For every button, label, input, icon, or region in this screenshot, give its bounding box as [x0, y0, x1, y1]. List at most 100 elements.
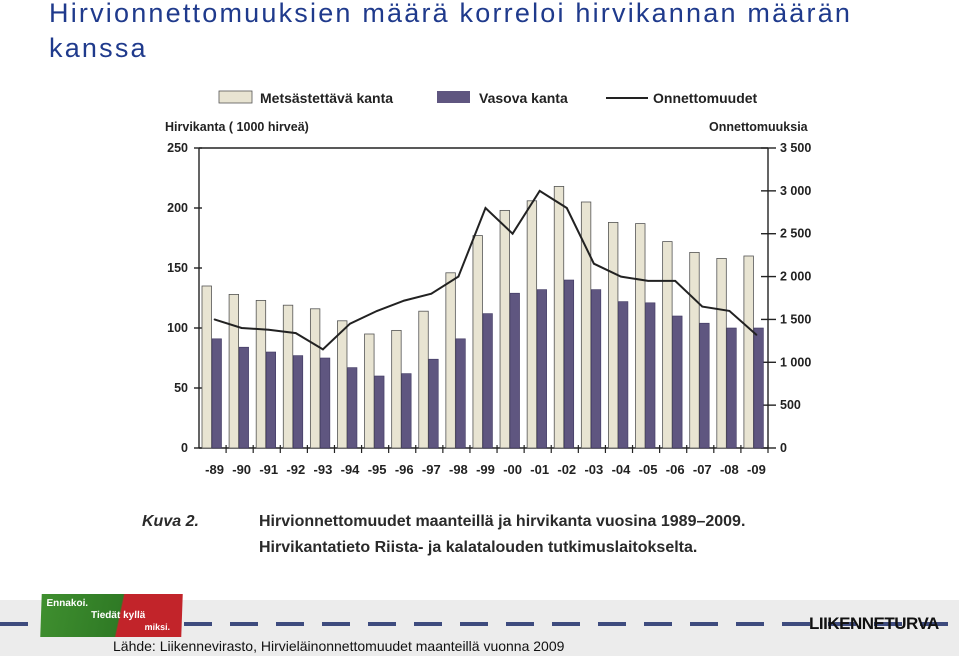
bar-calf [238, 346, 249, 449]
accidents-point [674, 279, 677, 282]
right-tick-label: 500 [780, 398, 801, 412]
x-tick-label: -02 [557, 462, 576, 477]
bar-calf [563, 279, 575, 449]
bar-huntable [364, 333, 375, 449]
bar-calf [455, 338, 466, 449]
legend-label-calf: Vasova kanta [479, 90, 568, 106]
accidents-point [457, 275, 460, 278]
bar-huntable [553, 185, 565, 449]
bar-huntable [445, 272, 456, 449]
bar-calf [428, 358, 439, 449]
right-tick-label: 2 500 [780, 227, 811, 241]
accidents-point [403, 299, 406, 302]
accidents-point [755, 333, 758, 336]
bar-huntable [608, 221, 619, 449]
accidents-point [511, 232, 514, 235]
bar-huntable [716, 257, 727, 449]
x-tick-label: -93 [314, 462, 333, 477]
accidents-point [538, 189, 541, 192]
accidents-point [240, 327, 243, 329]
legend-label-accidents: Onnettomuudet [653, 90, 758, 106]
left-tick-label: 200 [167, 201, 188, 215]
right-tick-label: 0 [780, 441, 787, 455]
hunting-accidents-chart: 0 50 100 150 200 250 0 500 1 000 1 500 2 000 2 500 3… [165, 90, 811, 477]
x-tick-label: -03 [584, 462, 603, 477]
bar-huntable [472, 235, 483, 449]
bar-huntable [689, 251, 700, 449]
right-tick-label: 1 000 [780, 355, 811, 369]
right-tick-label: 1 500 [780, 312, 811, 326]
bar-calf [591, 289, 602, 449]
bar-huntable [337, 320, 348, 449]
x-tick-label: -90 [232, 462, 251, 477]
bar-calf [374, 375, 385, 449]
x-tick-label: -05 [639, 462, 658, 477]
x-tick-label: -08 [720, 462, 739, 477]
bar-huntable [743, 255, 754, 449]
x-tick-label: -04 [612, 462, 632, 477]
accidents-point [349, 322, 351, 325]
left-tick-label: 50 [174, 381, 188, 395]
left-tick-label: 150 [167, 261, 188, 275]
right-tick-label: 3 000 [780, 184, 811, 198]
bar-calf [265, 351, 276, 449]
bar-huntable [201, 285, 212, 449]
x-tick-label: -89 [205, 462, 224, 477]
right-axis-title: Onnettomuuksia [709, 120, 809, 134]
bar-calf [536, 289, 547, 449]
x-tick-label: -91 [259, 462, 278, 477]
x-tick-label: -96 [395, 462, 414, 477]
x-tick-label: -09 [747, 462, 766, 477]
logo-line-2: Tiedät kyllä [90, 610, 146, 621]
x-tick-label: -00 [503, 462, 522, 477]
bar-huntable [391, 329, 402, 449]
left-axis-title: Hirvikanta ( 1000 hirveä) [165, 120, 309, 134]
accidents-point [592, 262, 595, 265]
slide-title: Hirvionnettomuuksien määrä korreloi hirv… [49, 0, 853, 63]
right-tick-label: 2 000 [780, 270, 811, 284]
x-tick-label: -94 [341, 462, 361, 477]
bar-calf [699, 322, 710, 449]
bar-calf [211, 338, 222, 449]
accidents-point [647, 279, 649, 282]
bar-huntable [580, 201, 592, 449]
caption-line-2: Hirvikantatieto Riista- ja kalatalouden … [259, 539, 698, 556]
bar-huntable [418, 310, 429, 449]
x-tick-label: -92 [286, 462, 305, 477]
bar-huntable [255, 299, 267, 449]
bar-calf [672, 315, 683, 449]
bar-huntable [228, 293, 239, 449]
bar-calf [482, 313, 493, 449]
legend-swatch-huntable [218, 90, 253, 104]
logo-line-1: Ennakoi. [46, 598, 89, 609]
accidents-point [565, 207, 568, 209]
accidents-point [484, 207, 487, 209]
left-tick-label: 0 [181, 441, 188, 455]
bar-calf [509, 292, 520, 449]
bar-calf [347, 367, 358, 449]
accidents-point [430, 292, 433, 295]
legend-swatch-calf [437, 91, 470, 103]
caption-label: Kuva 2. [142, 513, 199, 530]
accidents-point [376, 309, 379, 312]
left-tick-label: 100 [167, 321, 188, 335]
caption-line-1: Hirvionnettomuudet maanteillä ja hirvika… [259, 513, 746, 530]
bar-huntable [635, 223, 646, 449]
x-tick-label: -99 [476, 462, 495, 477]
liikenneturva-logo: LIIKENNETURVA [809, 614, 939, 633]
accidents-point [294, 332, 297, 335]
x-tick-label: -01 [530, 462, 549, 477]
bar-calf [753, 327, 764, 449]
x-tick-label: -98 [449, 462, 468, 477]
bar-huntable [526, 200, 538, 449]
source-note: Lähde: Liikennevirasto, Hirvieläinonnett… [113, 638, 565, 654]
bar-huntable [282, 304, 294, 449]
bar-calf [645, 302, 656, 449]
logo-line-3: miksi. [144, 622, 171, 632]
x-tick-label: -06 [666, 462, 685, 477]
bar-calf [320, 357, 331, 449]
legend-label-huntable: Metsästettävä kanta [260, 90, 393, 106]
accidents-point [728, 309, 731, 312]
bar-huntable [662, 241, 673, 449]
accidents-point [620, 275, 622, 278]
